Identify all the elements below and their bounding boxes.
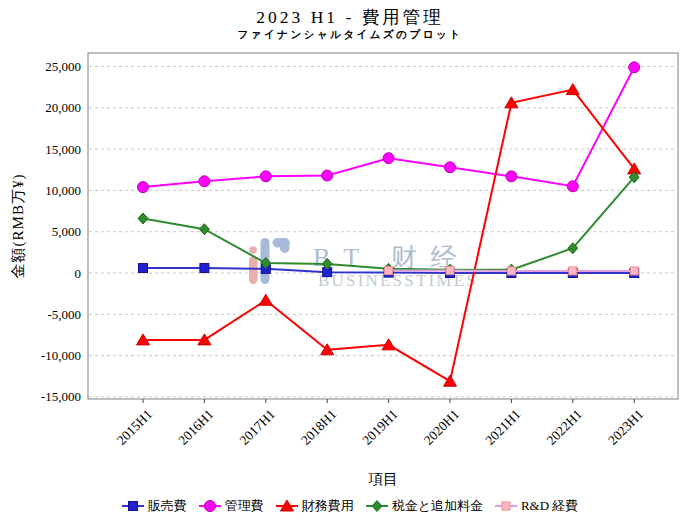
svg-text:15,000: 15,000 (45, 142, 81, 157)
legend-marker-square (122, 499, 144, 513)
legend-item-sales: 販売費 (122, 497, 187, 515)
chart-title: 2023 H1 - 費用管理 (0, 5, 700, 29)
svg-text:2016H1: 2016H1 (175, 407, 216, 448)
legend-item-rnd: R&D 経費 (495, 497, 578, 515)
legend-marker-diamond (366, 499, 388, 513)
legend-label: 税金と追加料金 (392, 497, 483, 515)
legend-item-tax: 税金と追加料金 (366, 497, 483, 515)
svg-text:2015H1: 2015H1 (114, 407, 155, 448)
svg-text:2020H1: 2020H1 (421, 407, 462, 448)
svg-text:-5,000: -5,000 (47, 307, 81, 322)
svg-text:2022H1: 2022H1 (544, 407, 585, 448)
legend-label: 販売費 (148, 497, 187, 515)
line-chart: -15,000 -10,000 -5,000 0 5,000 10,000 15,000 20… (0, 0, 700, 524)
x-axis-label: 項目 (88, 470, 678, 489)
svg-text:5,000: 5,000 (52, 224, 81, 239)
svg-text:0: 0 (75, 266, 82, 281)
svg-text:10,000: 10,000 (45, 183, 81, 198)
svg-text:2019H1: 2019H1 (359, 407, 400, 448)
svg-text:2021H1: 2021H1 (482, 407, 523, 448)
svg-text:2018H1: 2018H1 (298, 407, 339, 448)
svg-text:2017H1: 2017H1 (237, 407, 278, 448)
svg-text:-15,000: -15,000 (41, 389, 81, 404)
svg-text:20,000: 20,000 (45, 100, 81, 115)
legend-label: R&D 経費 (521, 497, 578, 515)
legend-marker-square-pink (495, 499, 517, 513)
chart-subtitle: ファイナンシャルタイムズのプロット (0, 28, 700, 42)
legend-marker-circle (199, 499, 221, 513)
chart-page: BT 财经 BUSINESSTIMES -15,000-10,000-5,000… (0, 0, 700, 524)
legend-label: 管理費 (225, 497, 264, 515)
legend-marker-triangle (276, 499, 298, 513)
svg-text:25,000: 25,000 (45, 59, 81, 74)
legend-label: 財務費用 (302, 497, 354, 515)
legend-item-finance: 財務費用 (276, 497, 354, 515)
y-axis-label: 金額(RMB万¥) (9, 174, 28, 279)
svg-text:2023H1: 2023H1 (605, 407, 646, 448)
svg-text:-10,000: -10,000 (41, 348, 81, 363)
chart-legend: 販売費 管理費 財務費用 税金と追加料金 R&D 経費 (0, 497, 700, 515)
legend-item-admin: 管理費 (199, 497, 264, 515)
